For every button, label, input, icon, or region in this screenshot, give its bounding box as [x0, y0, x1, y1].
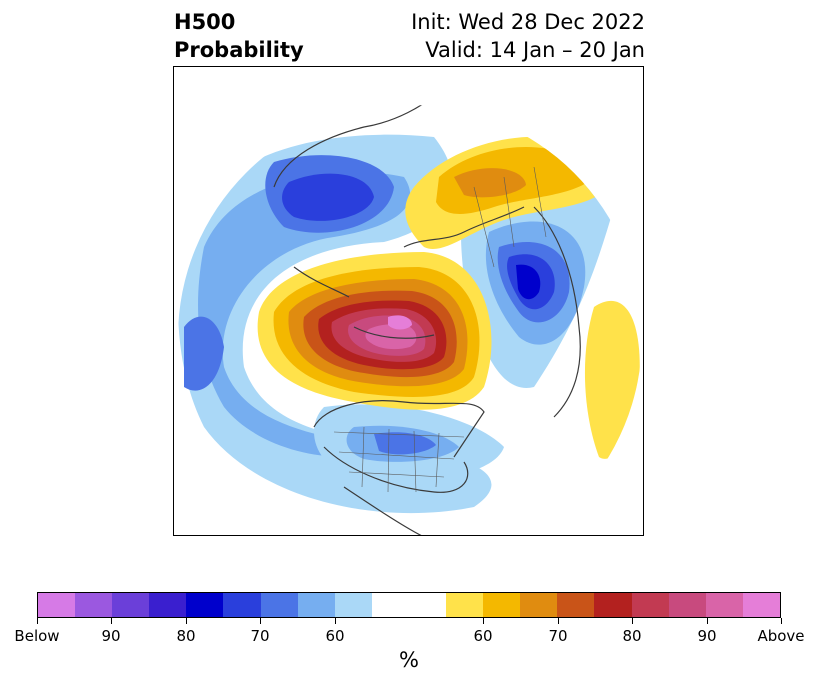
colorbar-tick-label: 70 — [250, 627, 270, 645]
colorbar-cell — [668, 593, 706, 617]
colorbar-tick — [707, 618, 708, 624]
colorbar-cell — [149, 593, 187, 617]
colorbar-tick — [781, 618, 782, 624]
colorbar-cell — [371, 593, 409, 617]
colorbar-tick-label: Below — [14, 627, 60, 645]
colorbar-cell — [520, 593, 558, 617]
colorbar-cell — [38, 593, 76, 617]
colorbar-tick — [186, 618, 187, 624]
above-60-alaska — [324, 71, 360, 86]
colorbar-cell — [297, 593, 335, 617]
colorbar-tick — [260, 618, 261, 624]
colorbar-tick — [632, 618, 633, 624]
colorbar-cell — [408, 593, 447, 617]
colorbar-tick-label: 80 — [176, 627, 196, 645]
above-70-europe — [454, 168, 526, 198]
init-date: Init: Wed 28 Dec 2022 — [411, 10, 645, 34]
title-left: H500 Probability — [174, 8, 304, 64]
colorbar-cell — [112, 593, 150, 617]
title-right: Init: Wed 28 Dec 2022 Valid: 14 Jan – 20… — [411, 8, 645, 64]
colorbar-tick-label: 90 — [101, 627, 121, 645]
colorbar-tick-label: 70 — [548, 627, 568, 645]
below-65-west — [198, 171, 411, 457]
colorbar-cell — [260, 593, 298, 617]
colorbar-cell — [594, 593, 632, 617]
colorbar-tick — [558, 618, 559, 624]
colorbar-tick — [111, 618, 112, 624]
title-type: Probability — [174, 38, 304, 62]
above-60-eastpacific — [584, 300, 640, 459]
colorbar-cell — [223, 593, 261, 617]
title-variable: H500 — [174, 10, 236, 34]
probability-map — [173, 66, 644, 536]
below-70-pacific — [184, 316, 224, 391]
below-70-south — [374, 432, 436, 455]
above-max-arctic — [388, 315, 412, 330]
colorbar-tick — [483, 618, 484, 624]
state-borders — [333, 166, 547, 493]
colorbar-units: % — [399, 648, 419, 672]
colorbar-cell — [446, 593, 484, 617]
map-canvas — [178, 71, 642, 535]
colorbar-cell — [705, 593, 743, 617]
colorbar-cell — [186, 593, 224, 617]
colorbar-cell — [334, 593, 372, 617]
colorbar-tick — [37, 618, 38, 624]
colorbar-tick — [335, 618, 336, 624]
above-95-arctic — [365, 324, 417, 350]
valid-range: Valid: 14 Jan – 20 Jan — [425, 38, 645, 62]
colorbar-cell — [557, 593, 595, 617]
colorbar-tick-label: 60 — [473, 627, 493, 645]
below-90-east — [516, 264, 541, 300]
colorbar — [37, 592, 781, 618]
colorbar-tick-label: 60 — [325, 627, 345, 645]
colorbar-tick-label: 90 — [697, 627, 717, 645]
colorbar-cell — [742, 593, 780, 617]
colorbar-tick-label: 80 — [622, 627, 642, 645]
colorbar-tick-label: Above — [757, 627, 805, 645]
below-80-northamerica — [282, 173, 374, 221]
colorbar-cell — [483, 593, 521, 617]
colorbar-cell — [631, 593, 669, 617]
colorbar-cell — [75, 593, 113, 617]
